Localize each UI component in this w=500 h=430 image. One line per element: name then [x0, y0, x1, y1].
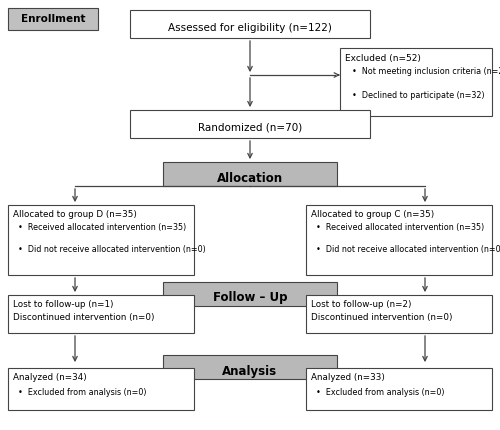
Text: Enrollment: Enrollment: [21, 14, 85, 24]
Text: •  Received allocated intervention (n=35): • Received allocated intervention (n=35): [18, 223, 186, 232]
Bar: [8, 295, 194, 333]
Text: Allocated to group C (n=35): Allocated to group C (n=35): [311, 210, 434, 219]
Bar: [163, 282, 337, 306]
Text: •  Excluded from analysis (n=0): • Excluded from analysis (n=0): [18, 388, 146, 397]
Text: Analysis: Analysis: [222, 365, 278, 378]
Text: Assessed for eligibility (n=122): Assessed for eligibility (n=122): [168, 23, 332, 33]
Bar: [340, 48, 492, 116]
Text: •  Not meeting inclusion criteria (n=20): • Not meeting inclusion criteria (n=20): [352, 67, 500, 76]
Text: •  Received allocated intervention (n=35): • Received allocated intervention (n=35): [316, 223, 484, 232]
Bar: [8, 205, 194, 275]
Text: Discontinued intervention (n=0): Discontinued intervention (n=0): [311, 313, 452, 322]
Text: Discontinued intervention (n=0): Discontinued intervention (n=0): [13, 313, 154, 322]
Bar: [163, 355, 337, 379]
Text: Excluded (n=52): Excluded (n=52): [345, 54, 421, 63]
Text: Follow – Up: Follow – Up: [213, 292, 287, 304]
Bar: [306, 295, 492, 333]
Text: Allocated to group D (n=35): Allocated to group D (n=35): [13, 210, 137, 219]
Text: Lost to follow-up (n=2): Lost to follow-up (n=2): [311, 300, 412, 309]
Bar: [306, 368, 492, 410]
Bar: [130, 110, 370, 138]
Text: Lost to follow-up (n=1): Lost to follow-up (n=1): [13, 300, 114, 309]
Text: •  Excluded from analysis (n=0): • Excluded from analysis (n=0): [316, 388, 444, 397]
Bar: [306, 205, 492, 275]
Bar: [130, 10, 370, 38]
Text: Allocation: Allocation: [217, 172, 283, 184]
Text: •  Declined to participate (n=32): • Declined to participate (n=32): [352, 91, 484, 100]
Text: Randomized (n=70): Randomized (n=70): [198, 123, 302, 133]
Bar: [163, 162, 337, 186]
Text: Analyzed (n=33): Analyzed (n=33): [311, 373, 385, 382]
Bar: [8, 8, 98, 30]
Bar: [8, 368, 194, 410]
Text: •  Did not receive allocated intervention (n=0): • Did not receive allocated intervention…: [316, 245, 500, 254]
Text: •  Did not receive allocated intervention (n=0): • Did not receive allocated intervention…: [18, 245, 206, 254]
Text: Analyzed (n=34): Analyzed (n=34): [13, 373, 87, 382]
